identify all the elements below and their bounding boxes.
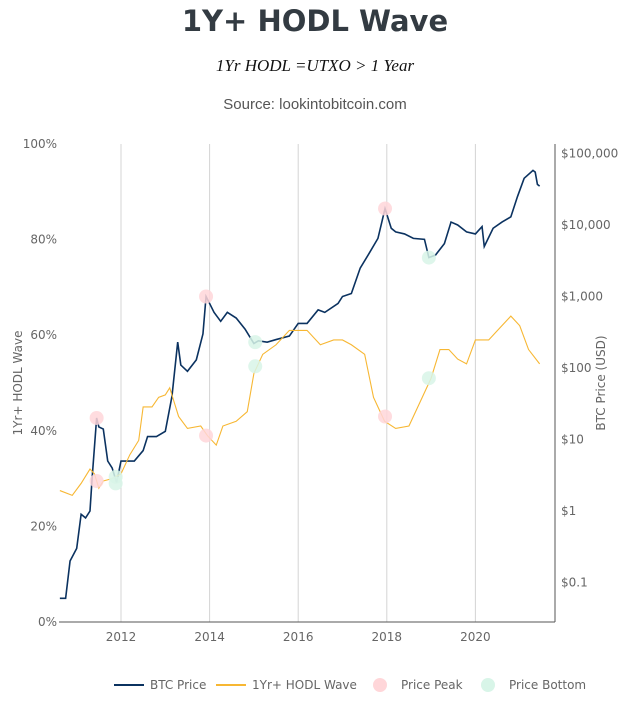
price-peak-marker (199, 289, 214, 304)
legend: BTC Price 1Yr+ HODL Wave Price Peak Price B… (114, 678, 586, 692)
x-tick-label: 2016 (283, 630, 314, 644)
y-left-tick-label: 80% (30, 233, 57, 247)
x-tick-label: 2020 (460, 630, 491, 644)
y-right-axis-title: BTC Price (USD) (594, 335, 608, 430)
y-right-tick-label: $1 (561, 504, 576, 518)
y-left-tick-label: 60% (30, 328, 57, 342)
price-bottom-marker (421, 250, 436, 265)
price-peak-marker (199, 428, 214, 443)
y-right-tick-label: $10,000 (561, 218, 611, 232)
hodl-wave-line (59, 315, 541, 496)
y-left-tick-label: 0% (38, 615, 57, 629)
x-tick-label: 2018 (372, 630, 403, 644)
x-tick-label: 2014 (194, 630, 225, 644)
legend-bottom-label: Price Bottom (509, 678, 586, 692)
y-right-tick-label: $10 (561, 433, 584, 447)
btc-price-line (59, 169, 541, 600)
price-bottom-marker (108, 476, 123, 491)
price-bottom-marker (421, 371, 436, 386)
y-right-tick-label: $1,000 (561, 290, 603, 304)
legend-peak-swatch (373, 678, 387, 692)
x-tick-label: 2012 (106, 630, 137, 644)
y-right-tick-label: $100 (561, 361, 592, 375)
price-bottom-marker (248, 335, 263, 350)
y-left-tick-label: 40% (30, 424, 57, 438)
price-bottom-marker (248, 359, 263, 374)
y-left-tick-label: 20% (30, 519, 57, 533)
chart-subtitle: 1Yr HODL =UTXO > 1 Year (215, 56, 415, 75)
y-right-tick-label: $0.1 (561, 576, 588, 590)
legend-bottom-swatch (481, 678, 495, 692)
y-left-axis-title: 1Yr+ HODL Wave (11, 331, 25, 436)
chart-title: 1Y+ HODL Wave (181, 4, 449, 38)
legend-hodl-label: 1Yr+ HODL Wave (252, 678, 357, 692)
price-peak-marker (89, 410, 104, 425)
price-peak-marker (89, 473, 104, 488)
y-left-tick-label: 100% (23, 137, 57, 151)
price-peak-marker (378, 201, 393, 216)
legend-btc-label: BTC Price (150, 678, 206, 692)
legend-peak-label: Price Peak (401, 678, 463, 692)
chart-source: Source: lookintobitcoin.com (223, 96, 407, 113)
y-right-tick-label: $100,000 (561, 147, 618, 161)
price-peak-marker (378, 409, 393, 424)
